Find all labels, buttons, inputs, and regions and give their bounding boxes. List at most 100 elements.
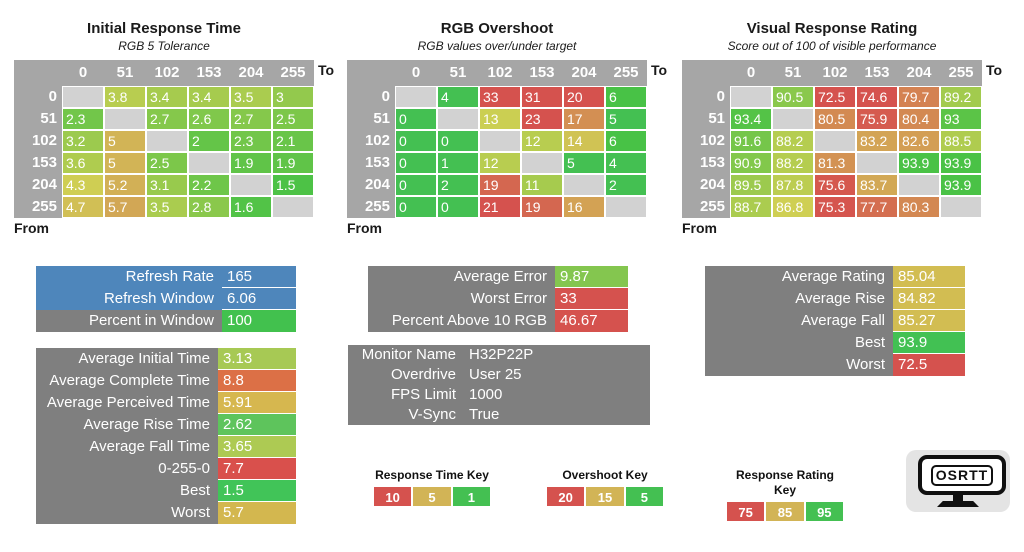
heatmap-grid: 0 51 102 153 204 255 0 3.8 3.4 3.4 3.5 3 51 2.3 2.7 2.6…	[14, 60, 314, 218]
heatmap-value-cell: 89.5	[730, 174, 772, 196]
stat-row: Average Perceived Time 5.91	[36, 392, 296, 414]
heatmap-value-cell: 5.2	[104, 174, 146, 196]
heatmap-value-cell: 87.8	[772, 174, 814, 196]
heatmap-value-cell: 4.7	[62, 196, 104, 218]
heatmap-column-header: 255	[605, 60, 647, 86]
stat-value: 7.7	[218, 458, 296, 480]
heatmap-value-cell: 93.4	[730, 108, 772, 130]
stat-row: Percent in Window 100	[36, 310, 296, 332]
stat-value: 5.91	[218, 392, 296, 414]
heatmap-value-cell: 4	[437, 86, 479, 108]
heatmap-value-cell: 1	[437, 152, 479, 174]
heatmap-value-cell: 75.3	[814, 196, 856, 218]
heatmap-blank-cell	[856, 152, 898, 174]
heatmap-value-cell: 31	[521, 86, 563, 108]
heatmap-column-header: 255	[272, 60, 314, 86]
stat-label: V-Sync	[348, 405, 464, 425]
heatmap-value-cell: 75.9	[856, 108, 898, 130]
heatmap-corner-cell	[14, 60, 62, 86]
heatmap-value-cell: 4	[605, 152, 647, 174]
heatmap-value-cell: 2.7	[230, 108, 272, 130]
heatmap-value-cell: 11	[521, 174, 563, 196]
stat-value: 165	[222, 266, 296, 288]
heatmap-value-cell: 3.6	[62, 152, 104, 174]
heatmap-value-cell: 21	[479, 196, 521, 218]
table-subtitle: Score out of 100 of visible performance	[727, 39, 937, 53]
heatmap-blank-cell	[104, 108, 146, 130]
stat-value: 1000	[464, 385, 650, 405]
stat-row: Monitor Name H32P22P	[348, 345, 650, 365]
heatmap-value-cell: 81.3	[814, 152, 856, 174]
stat-label: FPS Limit	[348, 385, 464, 405]
stat-value: 3.13	[218, 348, 296, 370]
heatmap-column-header: 204	[230, 60, 272, 86]
stat-label: Worst	[705, 354, 893, 376]
heatmap-row-header: 51	[682, 108, 730, 130]
heatmap-value-cell: 14	[563, 130, 605, 152]
legend-key-cell: 20	[546, 486, 586, 507]
heatmap-value-cell: 77.7	[856, 196, 898, 218]
stat-label: Average Rise Time	[36, 414, 218, 436]
stat-label: Refresh Rate	[36, 266, 222, 288]
stat-label: Worst Error	[368, 288, 555, 310]
stat-row: Average Fall Time 3.65	[36, 436, 296, 458]
heatmap-value-cell: 2.3	[62, 108, 104, 130]
axis-label-to: To	[318, 62, 335, 78]
heatmap-row-header: 0	[347, 86, 395, 108]
heatmap-value-cell: 0	[437, 130, 479, 152]
heatmap-value-cell: 3.1	[146, 174, 188, 196]
heatmap-blank-cell	[814, 130, 856, 152]
heatmap-row-header: 51	[347, 108, 395, 130]
heatmap-column-header: 102	[814, 60, 856, 86]
stat-value: 93.9	[893, 332, 965, 354]
stat-value: 3.65	[218, 436, 296, 458]
stat-label: Average Rise	[705, 288, 893, 310]
heatmap-value-cell: 90.9	[730, 152, 772, 174]
heatmap-row-header: 255	[347, 196, 395, 218]
heatmap-value-cell: 23	[521, 108, 563, 130]
heatmap-value-cell: 6	[605, 130, 647, 152]
osrtt-logo-text: OSRTT	[930, 464, 994, 486]
heatmap-value-cell: 5	[104, 152, 146, 174]
axis-label-to: To	[986, 62, 1003, 78]
stat-row: Average Error 9.87	[368, 266, 628, 288]
heatmap-blank-cell	[479, 130, 521, 152]
stat-value: 85.27	[893, 310, 965, 332]
heatmap-column-header: 153	[521, 60, 563, 86]
heatmap-value-cell: 86.8	[772, 196, 814, 218]
legend-key-cell: 75	[726, 501, 766, 522]
heatmap-value-cell: 91.6	[730, 130, 772, 152]
legend-key-cells: 10 5 1	[373, 486, 491, 507]
heatmap-value-cell: 75.6	[814, 174, 856, 196]
table-subtitle: RGB 5 Tolerance	[118, 39, 210, 53]
heatmap-value-cell: 93.9	[940, 152, 982, 174]
legend-key-cell: 5	[412, 486, 452, 507]
heatmap-value-cell: 72.5	[814, 86, 856, 108]
heatmap-value-cell: 79.7	[898, 86, 940, 108]
heatmap-value-cell: 90.5	[772, 86, 814, 108]
heatmap-column-header: 102	[146, 60, 188, 86]
heatmap-row-header: 51	[14, 108, 62, 130]
heatmap-value-cell: 88.7	[730, 196, 772, 218]
refresh-stats-block: Refresh Rate 165 Refresh Window 6.06 Percent…	[36, 266, 296, 332]
heatmap-column-header: 255	[940, 60, 982, 86]
heatmap-row-header: 0	[682, 86, 730, 108]
axis-label-from: From	[347, 220, 382, 236]
heatmap-blank-cell	[772, 108, 814, 130]
heatmap-value-cell: 2	[437, 174, 479, 196]
axis-label-from: From	[682, 220, 717, 236]
heatmap-row-header: 204	[347, 174, 395, 196]
heatmap-column-header: 153	[856, 60, 898, 86]
stat-value: 33	[555, 288, 628, 310]
table-subtitle: RGB values over/under target	[417, 39, 577, 53]
stat-value: 6.06	[222, 288, 296, 310]
heatmap-value-cell: 0	[395, 152, 437, 174]
heatmap-column-header: 204	[898, 60, 940, 86]
heatmap-value-cell: 2.6	[188, 108, 230, 130]
stat-row: FPS Limit 1000	[348, 385, 650, 405]
heatmap-value-cell: 2	[605, 174, 647, 196]
heatmap-column-header: 51	[772, 60, 814, 86]
heatmap-value-cell: 3.4	[188, 86, 230, 108]
heatmap-row-header: 102	[347, 130, 395, 152]
heatmap-value-cell: 2.1	[272, 130, 314, 152]
